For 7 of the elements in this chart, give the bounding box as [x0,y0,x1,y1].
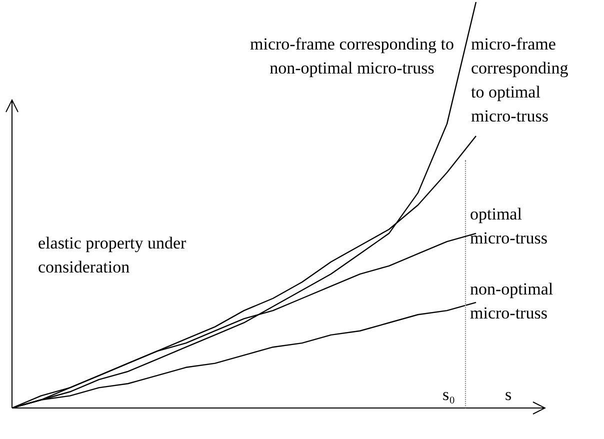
x-axis-title: s [505,385,512,404]
y-axis-title: elastic property under consideration [38,233,187,276]
series-label: optimal micro-truss [470,204,548,248]
annotation: s₀ [442,385,456,404]
series-label: micro-frame corresponding to non-optimal micro-truss [250,34,454,78]
series-label: non-optimal micro-truss [470,279,554,322]
series-label: micro-frame corresponding to optimal micro-truss [471,34,569,126]
